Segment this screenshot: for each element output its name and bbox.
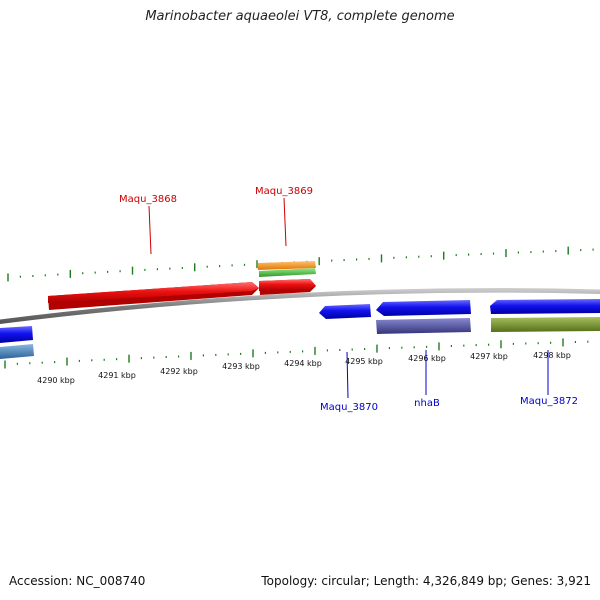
scale-label: 4298 kbp	[533, 351, 571, 360]
accession-text: Accession: NC_008740	[9, 574, 146, 588]
scale-label: 4292 kbp	[160, 367, 198, 376]
gene-maqu-3870[interactable]	[319, 304, 371, 319]
leader-maqu-3870	[346, 351, 349, 399]
genome-summary-text: Topology: circular; Length: 4,326,849 bp…	[261, 574, 591, 588]
inner-tick-track	[4, 338, 589, 369]
scale-label-track: 4290 kbp 4291 kbp 4292 kbp 4293 kbp 4294…	[37, 351, 571, 385]
feature-orange-bar[interactable]	[258, 261, 316, 270]
scale-label: 4297 kbp	[470, 352, 508, 361]
scale-label: 4290 kbp	[37, 376, 75, 385]
scale-label: 4295 kbp	[345, 357, 383, 366]
label-maqu-3872[interactable]: Maqu_3872	[520, 396, 578, 407]
gene-nhab[interactable]	[376, 300, 471, 316]
leader-maqu-3868	[148, 205, 152, 255]
genome-backbone-line	[0, 288, 600, 325]
gene-maqu-3869[interactable]	[259, 279, 316, 295]
scale-label: 4291 kbp	[98, 371, 136, 380]
scale-label: 4293 kbp	[222, 362, 260, 371]
scale-label: 4296 kbp	[408, 354, 446, 363]
label-maqu-3870[interactable]: Maqu_3870	[320, 402, 378, 413]
label-maqu-3868[interactable]: Maqu_3868	[119, 194, 177, 205]
feature-steel-left[interactable]	[0, 344, 34, 359]
genome-title: Marinobacter aquaeolei VT8, complete gen…	[145, 9, 455, 24]
label-maqu-3869[interactable]: Maqu_3869	[255, 186, 313, 197]
feature-purple-bar[interactable]	[376, 318, 471, 334]
gene-maqu-3872[interactable]	[490, 299, 600, 314]
label-nhab[interactable]: nhaB	[414, 398, 440, 409]
feature-green-bar[interactable]	[259, 268, 316, 277]
scale-label: 4294 kbp	[284, 359, 322, 368]
feature-blue-left[interactable]	[0, 326, 33, 343]
leader-maqu-3869	[283, 197, 287, 247]
feature-olive-bar[interactable]	[491, 317, 600, 332]
gene-maqu-3868[interactable]	[48, 282, 259, 310]
